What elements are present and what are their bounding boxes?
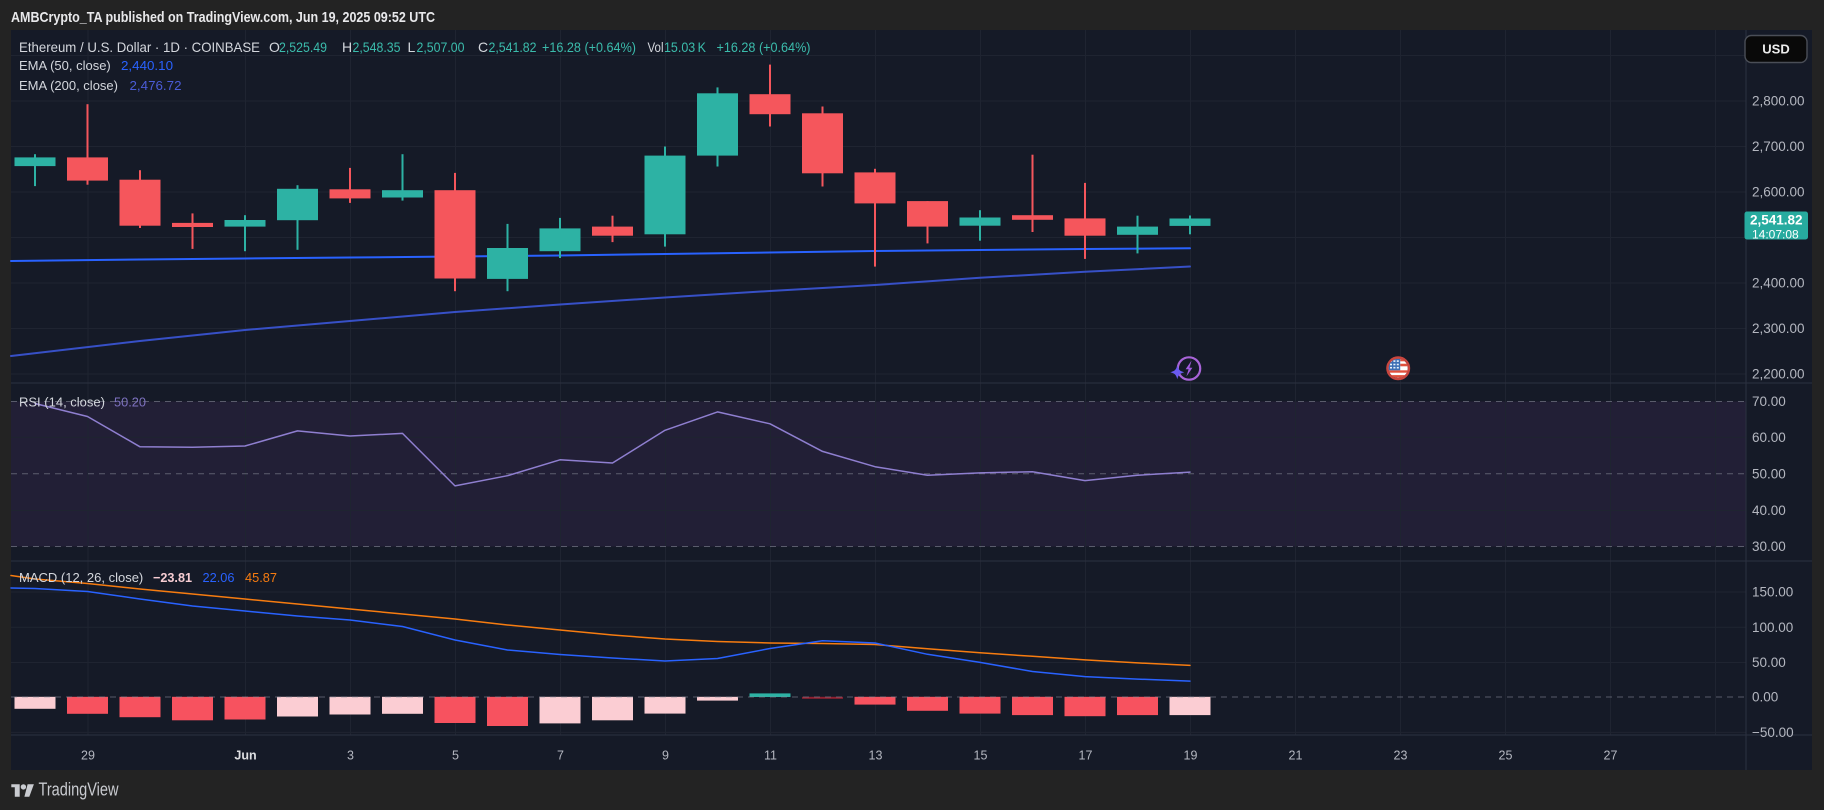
svg-text:2,507.00: 2,507.00	[417, 39, 465, 55]
svg-text:2,600.00: 2,600.00	[1752, 185, 1805, 200]
svg-text:TradingView: TradingView	[39, 780, 120, 800]
svg-text:14:07:08: 14:07:08	[1752, 227, 1799, 241]
svg-text:2,800.00: 2,800.00	[1752, 94, 1805, 109]
svg-text:2,200.00: 2,200.00	[1752, 367, 1805, 382]
svg-text:MACD (12, 26, close): MACD (12, 26, close)	[19, 570, 143, 585]
svg-text:2,300.00: 2,300.00	[1752, 321, 1805, 336]
svg-text:27: 27	[1604, 749, 1618, 763]
svg-text:Ethereum / U.S. Dollar · 1D ·: Ethereum / U.S. Dollar · 1D · COINBASE	[19, 39, 260, 55]
svg-text:29: 29	[81, 749, 95, 763]
svg-text:2,548.35: 2,548.35	[353, 39, 401, 55]
svg-text:Jun: Jun	[234, 749, 256, 763]
svg-text:+16.28 (+0.64%): +16.28 (+0.64%)	[717, 39, 811, 55]
svg-text:L: L	[408, 39, 416, 55]
svg-text:USD: USD	[1762, 42, 1789, 57]
svg-text:AMBCrypto_TA published on Trad: AMBCrypto_TA published on TradingView.co…	[11, 9, 435, 26]
svg-text:50.20: 50.20	[114, 395, 146, 410]
svg-text:60.00: 60.00	[1752, 430, 1786, 445]
svg-text:9: 9	[662, 749, 669, 763]
svg-text:15.03 K: 15.03 K	[664, 39, 707, 55]
svg-text:17: 17	[1079, 749, 1093, 763]
svg-text:22.06: 22.06	[203, 570, 235, 585]
svg-text:100.00: 100.00	[1752, 620, 1793, 635]
svg-text:2,476.72: 2,476.72	[130, 78, 182, 93]
svg-text:2,541.82: 2,541.82	[1750, 213, 1803, 228]
svg-text:45.87: 45.87	[245, 570, 277, 585]
svg-text:−50.00: −50.00	[1752, 725, 1794, 740]
svg-text:0.00: 0.00	[1752, 690, 1778, 705]
svg-text:2,525.49: 2,525.49	[279, 39, 327, 55]
svg-text:2,700.00: 2,700.00	[1752, 139, 1805, 154]
svg-text:70.00: 70.00	[1752, 394, 1786, 409]
svg-text:O: O	[269, 39, 280, 55]
svg-text:RSI (14, close): RSI (14, close)	[19, 395, 105, 410]
svg-text:EMA (200, close): EMA (200, close)	[19, 78, 118, 93]
svg-text:Vol: Vol	[648, 39, 664, 55]
svg-text:3: 3	[347, 749, 354, 763]
svg-text:5: 5	[452, 749, 459, 763]
svg-text:H: H	[342, 39, 352, 55]
svg-text:30.00: 30.00	[1752, 539, 1786, 554]
svg-text:2,440.10: 2,440.10	[121, 58, 173, 73]
svg-text:7: 7	[557, 749, 564, 763]
svg-text:2,541.82: 2,541.82	[489, 39, 537, 55]
svg-text:15: 15	[974, 749, 988, 763]
svg-text:21: 21	[1289, 749, 1303, 763]
svg-text:19: 19	[1184, 749, 1198, 763]
svg-text:−23.81: −23.81	[153, 570, 192, 585]
svg-text:EMA (50, close): EMA (50, close)	[19, 58, 111, 73]
svg-text:+16.28 (+0.64%): +16.28 (+0.64%)	[542, 39, 636, 55]
svg-text:25: 25	[1499, 749, 1513, 763]
svg-text:13: 13	[869, 749, 883, 763]
svg-text:40.00: 40.00	[1752, 503, 1786, 518]
svg-text:C: C	[478, 39, 488, 55]
svg-text:2,400.00: 2,400.00	[1752, 276, 1805, 291]
svg-text:150.00: 150.00	[1752, 585, 1793, 600]
svg-text:23: 23	[1394, 749, 1408, 763]
svg-text:11: 11	[764, 749, 777, 763]
svg-text:50.00: 50.00	[1752, 655, 1786, 670]
svg-text:50.00: 50.00	[1752, 466, 1786, 481]
